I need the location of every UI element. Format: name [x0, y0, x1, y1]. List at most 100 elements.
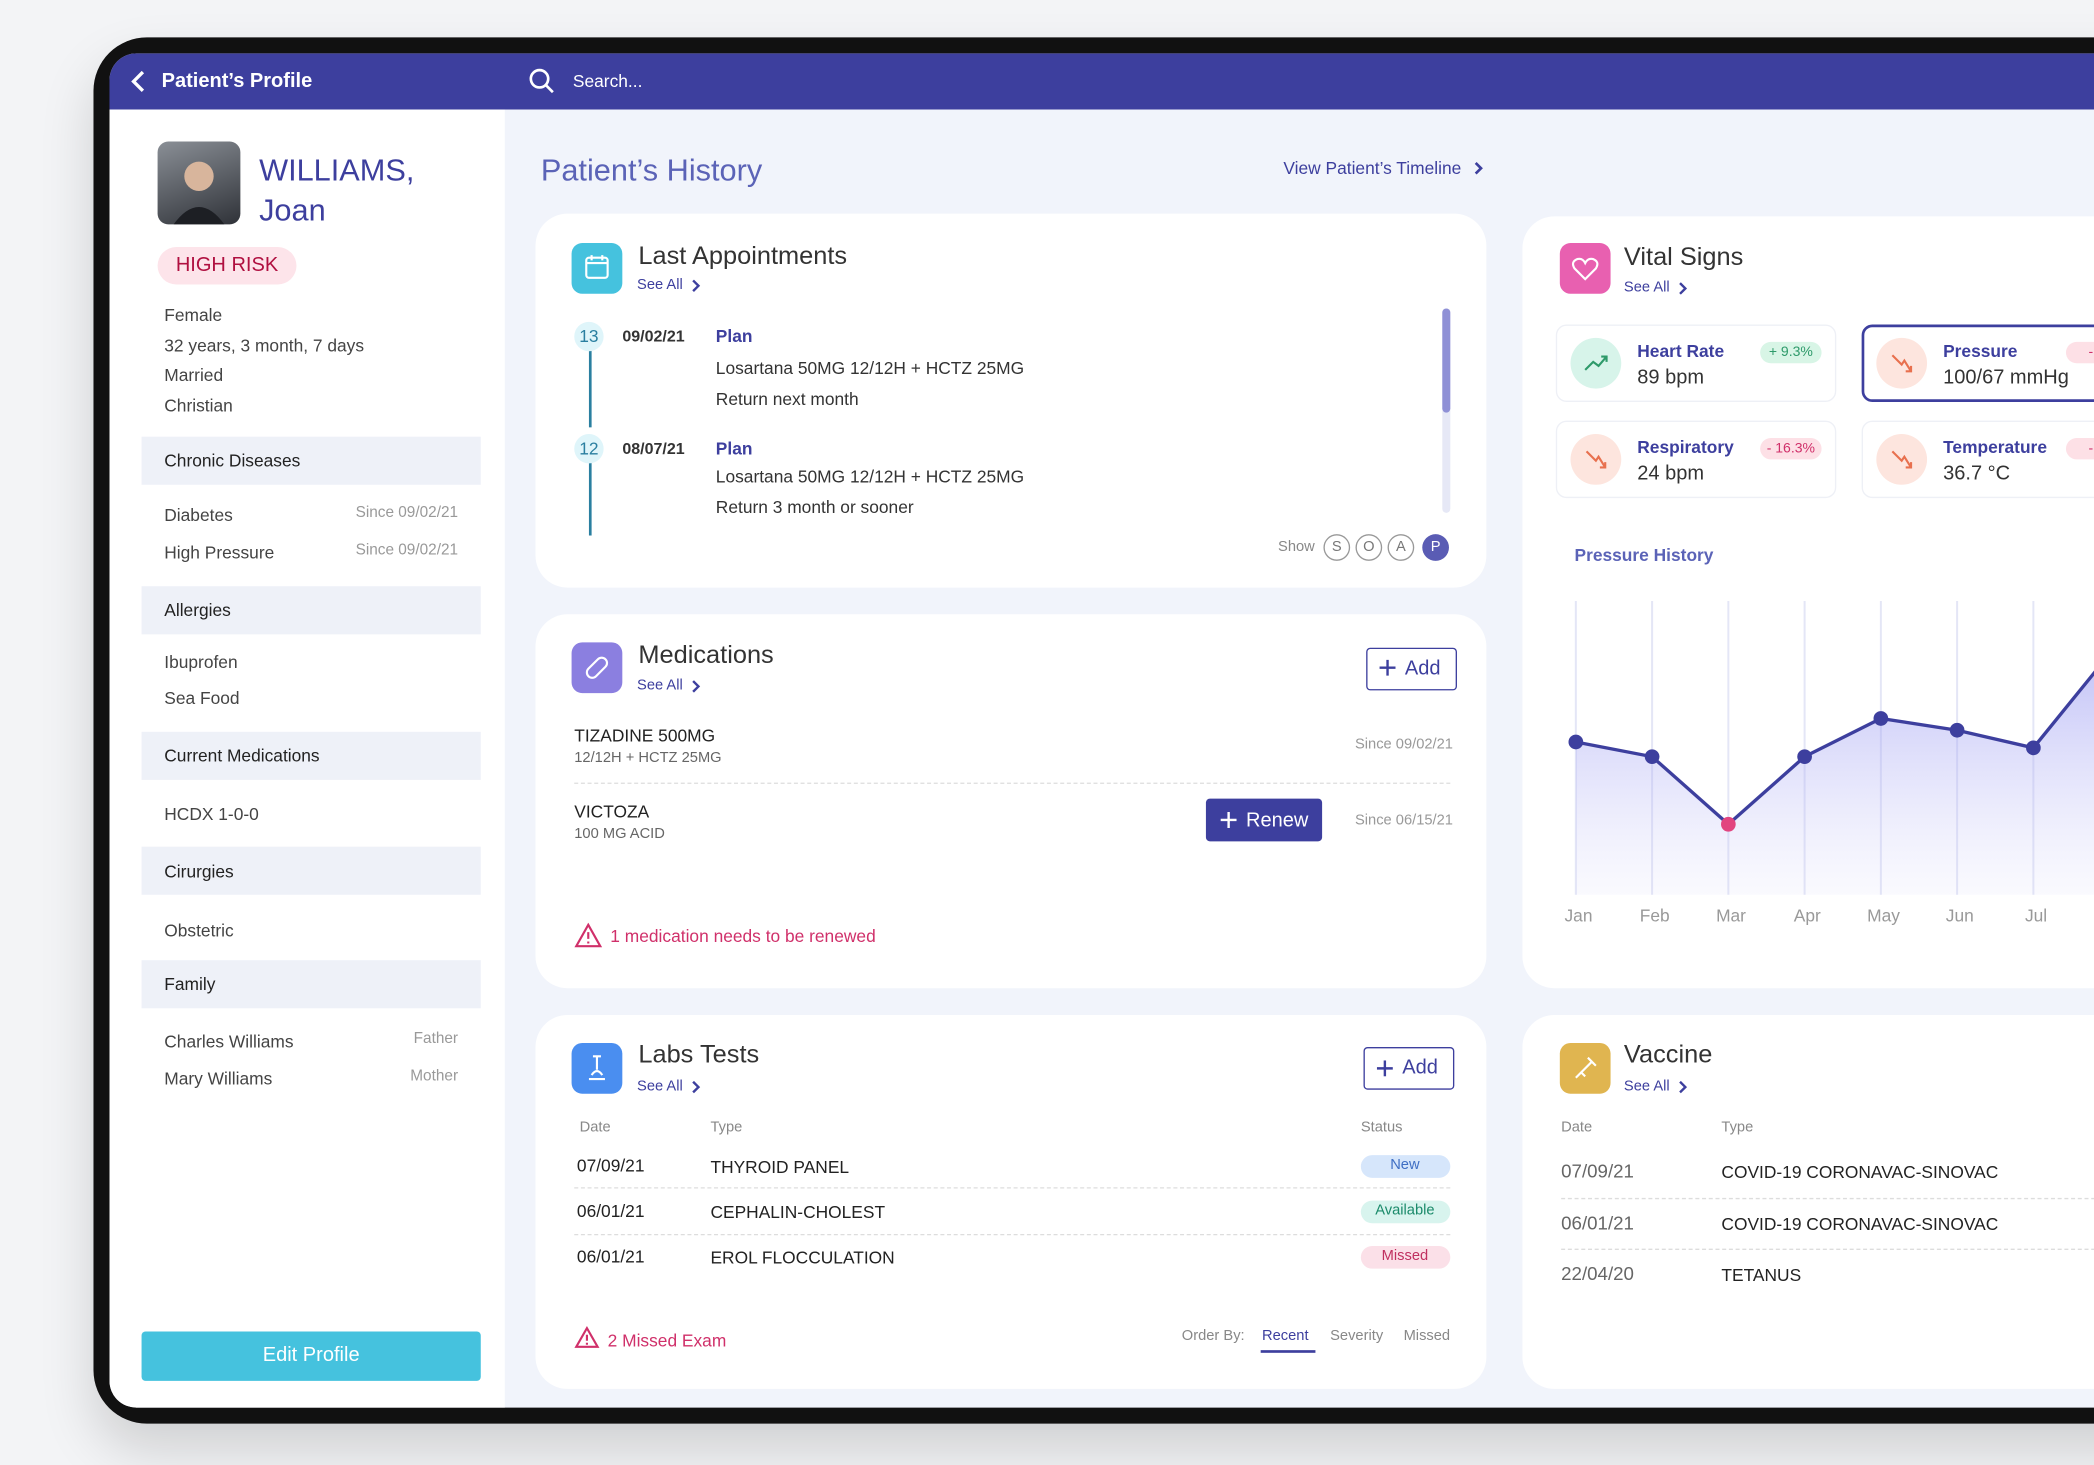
x-tick-label: Jan	[1565, 905, 1593, 925]
point	[1873, 711, 1889, 726]
section-header	[141, 960, 481, 1009]
patient-detail: Female	[164, 304, 223, 325]
chevron	[692, 279, 701, 292]
vital-card[interactable]	[1555, 324, 1837, 402]
card-title: Medications	[638, 641, 774, 670]
vital-card[interactable]	[1861, 420, 2094, 499]
medication-name: TIZADINE 500MG	[574, 725, 716, 746]
x-tick-label: Apr	[1794, 905, 1821, 925]
warning-icon	[574, 1326, 600, 1348]
section-note: Since 09/02/21	[355, 504, 459, 521]
filter-toggle[interactable]	[1387, 534, 1415, 561]
vital-name: Pressure	[1943, 340, 2018, 361]
heart-icon	[1559, 243, 1611, 294]
change-label: + 9.3%	[1768, 344, 1813, 361]
column-header: Status	[1360, 1119, 1403, 1136]
section-header	[141, 846, 481, 895]
point	[1644, 749, 1660, 765]
edit-button-label[interactable]: Edit Profile	[262, 1343, 360, 1367]
see-all[interactable]: See All	[637, 276, 683, 294]
see-all[interactable]: See All	[1623, 1078, 1670, 1095]
point	[1721, 816, 1736, 832]
scrollbar[interactable]	[1442, 308, 1451, 513]
filter-label: P	[1430, 538, 1441, 555]
day-badge	[574, 434, 604, 464]
divider	[574, 782, 1451, 784]
section-title: Cirurgies	[164, 861, 234, 882]
change-pill	[1760, 341, 1822, 364]
section-note: Mother	[410, 1068, 459, 1085]
chevron	[1679, 1080, 1688, 1094]
section-item: High Pressure	[164, 542, 275, 563]
lab-type: CEPHALIN-CHOLEST	[710, 1202, 886, 1223]
section-item: Sea Food	[164, 688, 240, 709]
chevron	[692, 1080, 701, 1094]
vaccine-date: 07/09/21	[1561, 1159, 1634, 1182]
medication-since: Since 09/02/21	[1354, 736, 1453, 753]
warning-icon	[574, 922, 603, 948]
vaccine-type: COVID-19 CORONAVAC-SINOVAC	[1721, 1162, 1999, 1183]
lab-date: 07/09/21	[576, 1155, 645, 1176]
order-option[interactable]: Missed	[1403, 1327, 1451, 1345]
filter-toggle[interactable]	[1422, 534, 1449, 561]
section-item: Charles Williams	[164, 1031, 294, 1052]
section-item: Ibuprofen	[164, 651, 238, 673]
see-all[interactable]: See All	[637, 677, 683, 694]
x-tick-label: Feb	[1640, 905, 1670, 925]
order-option[interactable]: Recent	[1262, 1327, 1309, 1345]
vaccine-type: COVID-19 CORONAVAC-SINOVAC	[1721, 1214, 1999, 1235]
add-button[interactable]	[1366, 647, 1457, 691]
line	[1575, 670, 2094, 827]
vital-icon	[1876, 337, 1928, 389]
status-label: New	[1390, 1157, 1420, 1174]
point	[1568, 734, 1584, 750]
x-tick-label: May	[1867, 905, 1900, 925]
vital-card[interactable]	[1555, 420, 1837, 499]
plan-line: Return next month	[715, 388, 859, 409]
search-icon	[529, 68, 554, 94]
vaccine-card	[1522, 1014, 2094, 1389]
back-icon[interactable]	[128, 69, 149, 93]
add-button[interactable]	[1363, 1047, 1455, 1090]
timeline-link[interactable]: View Patient’s Timeline	[1283, 157, 1462, 178]
page-title[interactable]: Patient’s Profile	[161, 69, 313, 93]
see-all[interactable]: See All	[1623, 279, 1670, 296]
vaccine-type: TETANUS	[1721, 1264, 1802, 1285]
column-header: Type	[710, 1119, 743, 1136]
renew-label[interactable]: Renew	[1245, 809, 1309, 832]
card-title: Vaccine	[1623, 1041, 1713, 1070]
order-option[interactable]: Severity	[1330, 1327, 1384, 1345]
edit-button[interactable]	[141, 1331, 481, 1381]
vital-icon	[1876, 434, 1928, 485]
filter-toggle[interactable]	[1323, 534, 1351, 561]
x-tick-label: Mar	[1716, 905, 1746, 925]
filter-label: A	[1395, 538, 1406, 555]
lab-type: EROL FLOCCULATION	[710, 1247, 895, 1268]
change-label: - 6	[2088, 344, 2094, 361]
patient-first-name: Joan	[259, 192, 326, 228]
vital-name: Temperature	[1943, 436, 2047, 457]
filter-toggle[interactable]	[1355, 534, 1383, 561]
plus-icon	[1379, 659, 1396, 676]
day-number: 12	[579, 438, 599, 459]
vital-value: 89 bpm	[1637, 365, 1705, 389]
chevron	[692, 680, 701, 693]
add-label[interactable]: Add	[1402, 1056, 1438, 1080]
medications-card	[535, 614, 1487, 989]
section-item: Mary Williams	[164, 1068, 273, 1089]
change-pill	[2065, 341, 2094, 364]
plan-label: Plan	[715, 438, 753, 459]
patient-detail: Married	[164, 364, 224, 385]
vital-card[interactable]	[1861, 324, 2094, 402]
lab-type: THYROID PANEL	[710, 1156, 850, 1177]
see-all[interactable]: See All	[637, 1078, 683, 1095]
appointment-date: 09/02/21	[622, 326, 685, 346]
order-label: Order By:	[1181, 1327, 1245, 1345]
show-label: Show	[1278, 538, 1315, 555]
change-label: - 16.3%	[1766, 440, 1816, 457]
search-input[interactable]: Search...	[572, 71, 643, 92]
add-label[interactable]: Add	[1404, 657, 1441, 680]
point	[1797, 749, 1812, 765]
avatar	[157, 141, 241, 225]
